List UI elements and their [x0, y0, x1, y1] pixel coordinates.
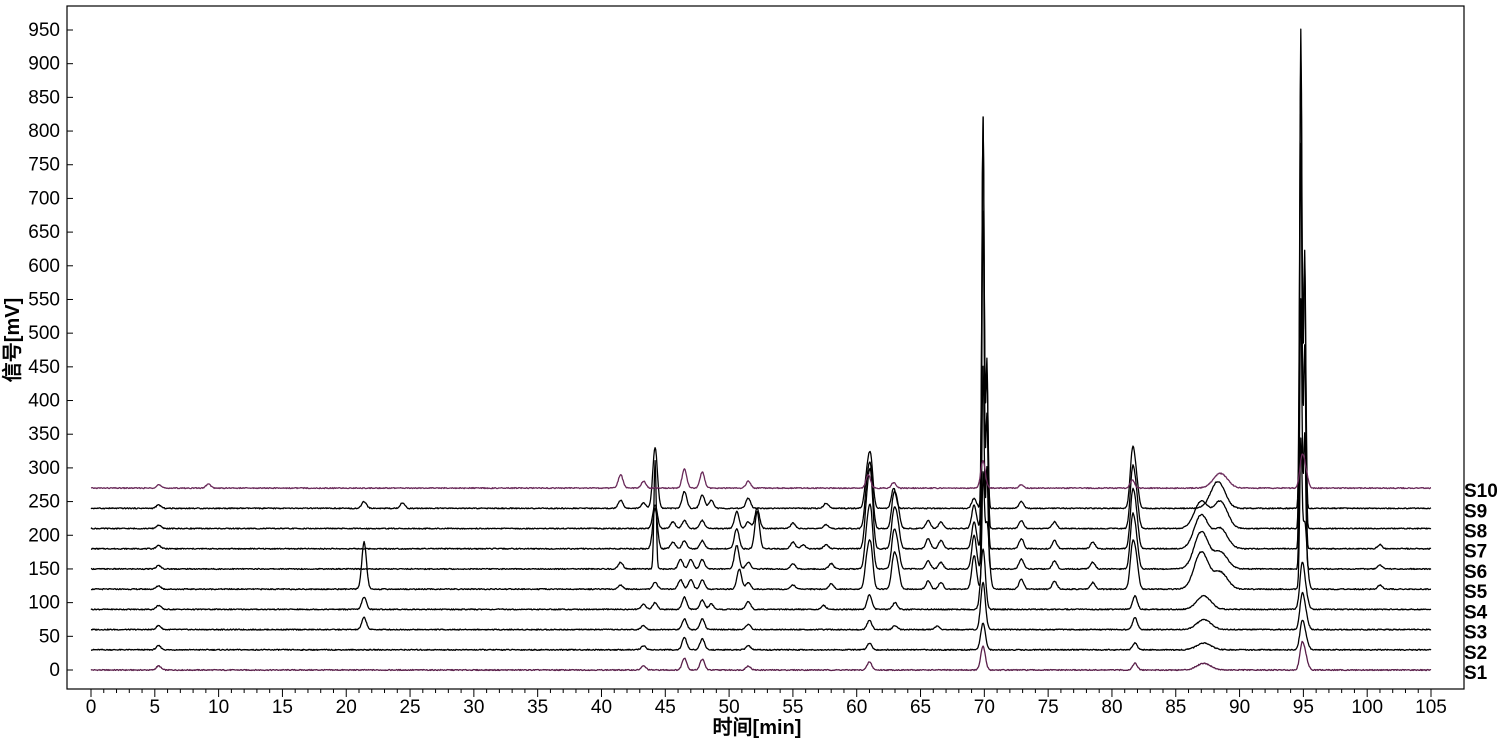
x-tick-label: 0 [86, 697, 97, 718]
series-label-s8: S8 [1464, 522, 1487, 543]
y-tick-label: 750 [28, 155, 60, 176]
x-tick-label: 45 [655, 697, 676, 718]
trace-s6 [90, 298, 1432, 571]
y-tick-label: 550 [28, 289, 60, 310]
y-tick-label: 500 [28, 323, 60, 344]
x-tick-label: 25 [399, 697, 420, 718]
y-tick-label: 400 [28, 391, 60, 412]
y-tick-label: 950 [28, 20, 60, 41]
trace-s7 [90, 142, 1432, 550]
y-tick-label: 300 [28, 458, 60, 479]
y-tick-label: 0 [49, 660, 60, 681]
y-tick-label: 600 [28, 256, 60, 277]
y-tick-label: 100 [28, 593, 60, 614]
trace-s5 [90, 437, 1432, 591]
x-tick-label: 60 [846, 697, 867, 718]
y-tick-label: 900 [28, 54, 60, 75]
x-tick-label: 10 [208, 697, 229, 718]
x-tick-label: 50 [719, 697, 740, 718]
series-label-s6: S6 [1464, 562, 1487, 583]
x-tick-label: 90 [1229, 697, 1250, 718]
x-axis: 0 5 10 15 20 25 30 35 40 45 50 55 60 65 70 75 80 85 90 95 10… [86, 689, 1447, 718]
trace-s9 [90, 28, 1432, 510]
y-tick-label: 250 [28, 492, 60, 513]
y-tick-label: 350 [28, 424, 60, 445]
series-label-s5: S5 [1464, 582, 1488, 603]
series-label-s2: S2 [1464, 643, 1487, 664]
series-label-s3: S3 [1464, 623, 1487, 644]
y-tick-label: 800 [28, 121, 60, 142]
x-axis-title: 时间[min] [713, 716, 802, 739]
x-tick-label: 85 [1165, 697, 1186, 718]
y-tick-label: 850 [28, 87, 60, 108]
trace-s3 [90, 581, 1432, 631]
trace-s1 [90, 640, 1432, 672]
x-tick-label: 105 [1415, 697, 1447, 718]
plot-frame [66, 5, 1465, 690]
series-label-s7: S7 [1464, 542, 1487, 563]
y-axis-title: 信号[mV] [0, 298, 24, 382]
traces [90, 28, 1432, 672]
x-tick-label: 80 [1101, 697, 1122, 718]
y-tick-label: 200 [28, 525, 60, 546]
series-label-s4: S4 [1464, 602, 1488, 623]
y-tick-label: 700 [28, 188, 60, 209]
x-tick-label: 40 [591, 697, 612, 718]
series-label-s1: S1 [1464, 663, 1488, 684]
x-tick-label: 30 [463, 697, 484, 718]
y-tick-label: 150 [28, 559, 60, 580]
x-tick-label: 75 [1038, 697, 1059, 718]
trace-s10 [90, 453, 1432, 490]
y-tick-label: 650 [28, 222, 60, 243]
x-tick-label: 5 [150, 697, 161, 718]
x-tick-label: 70 [974, 697, 995, 718]
trace-s4 [90, 548, 1432, 611]
series-label-s9: S9 [1464, 501, 1487, 522]
series-label-s10: S10 [1464, 481, 1497, 502]
x-tick-label: 15 [272, 697, 293, 718]
y-tick-label: 450 [28, 357, 60, 378]
y-tick-label: 50 [39, 626, 60, 647]
x-tick-label: 100 [1351, 697, 1383, 718]
trace-s8 [90, 55, 1432, 530]
x-tick-label: 65 [910, 697, 931, 718]
x-tick-label: 20 [336, 697, 357, 718]
y-axis: 0 50 100 150 200 250 300 350 400 450 500 550 600 650 7… [28, 20, 73, 681]
x-tick-label: 55 [782, 697, 803, 718]
trace-s2 [90, 619, 1432, 651]
x-tick-label: 35 [527, 697, 548, 718]
x-tick-label: 95 [1293, 697, 1314, 718]
